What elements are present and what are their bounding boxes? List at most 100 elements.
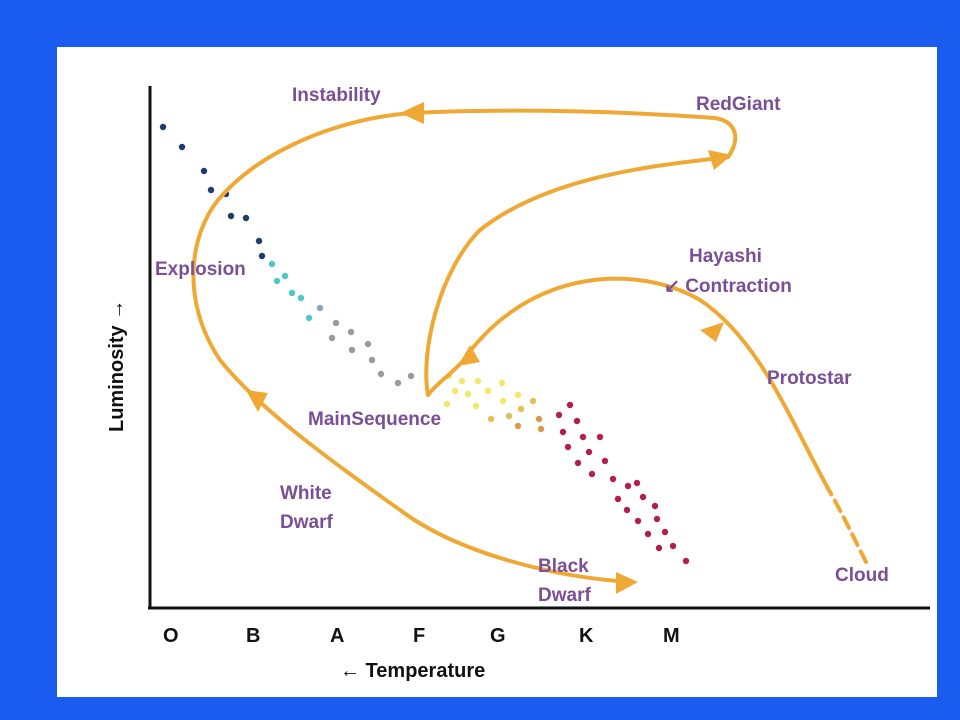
star-dot bbox=[535, 415, 543, 423]
star-dot bbox=[529, 397, 537, 405]
star-dot bbox=[588, 470, 596, 478]
star-dot bbox=[624, 482, 632, 490]
star-dot bbox=[443, 400, 451, 408]
arrowhead-instability bbox=[400, 102, 424, 124]
star-dot bbox=[651, 502, 659, 510]
tick-class-k: K bbox=[579, 625, 594, 647]
star-dot bbox=[458, 377, 466, 385]
star-dot bbox=[564, 443, 572, 451]
star-dot bbox=[601, 457, 609, 465]
star-dot bbox=[207, 186, 215, 194]
star-dot bbox=[517, 405, 525, 413]
label-red-giant: RedGiant bbox=[696, 94, 781, 115]
star-dot bbox=[585, 448, 593, 456]
star-dot bbox=[661, 528, 669, 536]
star-dot bbox=[159, 123, 167, 131]
star-dot bbox=[200, 167, 208, 175]
star-dot bbox=[474, 377, 482, 385]
star-dot bbox=[498, 379, 506, 387]
star-dot bbox=[332, 319, 340, 327]
track-protostar bbox=[460, 276, 832, 494]
spectral-class-ticks: O B A F G K M bbox=[163, 625, 680, 647]
label-white-dwarf: Dwarf bbox=[280, 512, 333, 533]
star-dot bbox=[499, 397, 507, 405]
star-dot bbox=[394, 379, 402, 387]
label-contraction: ↙ Contraction bbox=[664, 276, 792, 297]
label-hayashi: Hayashi bbox=[689, 246, 762, 267]
track-arrowheads bbox=[246, 102, 732, 594]
star-dot bbox=[614, 495, 622, 503]
star-dot bbox=[364, 340, 372, 348]
star-dot bbox=[305, 314, 313, 322]
star-dot bbox=[644, 530, 652, 538]
star-dot bbox=[368, 356, 376, 364]
star-dot bbox=[297, 294, 305, 302]
arrowhead-red-giant bbox=[708, 150, 732, 170]
star-dot bbox=[623, 506, 631, 514]
star-dot bbox=[451, 387, 459, 395]
star-dot bbox=[316, 304, 324, 312]
star-dot bbox=[669, 542, 677, 550]
star-dot bbox=[464, 390, 472, 398]
arrowhead-main-sequence bbox=[458, 345, 480, 366]
star-dot bbox=[514, 391, 522, 399]
star-dot bbox=[487, 415, 495, 423]
label-protostar: Protostar bbox=[767, 368, 852, 389]
star-dot bbox=[653, 515, 661, 523]
track-cloud-dashed bbox=[828, 490, 868, 564]
star-dot bbox=[505, 412, 513, 420]
star-dot bbox=[178, 143, 186, 151]
star-dot bbox=[377, 370, 385, 378]
label-cloud: Cloud bbox=[835, 565, 889, 586]
star-dot bbox=[634, 517, 642, 525]
star-dot bbox=[255, 237, 263, 245]
star-dot bbox=[281, 272, 289, 280]
label-instability: Instability bbox=[292, 85, 381, 106]
main-sequence-stars bbox=[159, 123, 690, 565]
star-dot bbox=[579, 433, 587, 441]
arrowhead-hayashi bbox=[700, 322, 724, 342]
star-dot bbox=[268, 260, 276, 268]
star-dot bbox=[514, 422, 522, 430]
star-dot bbox=[574, 459, 582, 467]
label-explosion: Explosion bbox=[155, 259, 246, 280]
star-dot bbox=[609, 475, 617, 483]
star-dot bbox=[559, 428, 567, 436]
star-dot bbox=[639, 493, 647, 501]
x-axis-title: ← Temperature bbox=[340, 660, 485, 682]
arrowhead-black-dwarf bbox=[616, 572, 638, 594]
star-dot bbox=[537, 425, 545, 433]
label-main-sequence: MainSequence bbox=[308, 409, 441, 430]
star-dot bbox=[258, 252, 266, 260]
star-dot bbox=[348, 346, 356, 354]
diagram-panel bbox=[57, 47, 937, 697]
tick-class-g: G bbox=[490, 625, 506, 647]
tick-class-b: B bbox=[246, 625, 260, 647]
star-dot bbox=[273, 277, 281, 285]
star-dot bbox=[347, 328, 355, 336]
track-main-to-giant bbox=[424, 155, 730, 397]
track-instability-to-explosion bbox=[191, 111, 634, 584]
star-dot bbox=[288, 289, 296, 297]
star-dot bbox=[242, 214, 250, 222]
label-black-dwarf: Dwarf bbox=[538, 585, 591, 606]
track-giant-to-instability bbox=[410, 108, 738, 159]
star-dot bbox=[484, 387, 492, 395]
tick-class-f: F bbox=[413, 625, 425, 647]
star-dot bbox=[407, 372, 415, 380]
star-dot bbox=[227, 212, 235, 220]
y-axis-title: Luminosity → bbox=[106, 300, 128, 432]
label-black: Black bbox=[538, 556, 589, 577]
star-dot bbox=[472, 402, 480, 410]
star-dot bbox=[682, 557, 690, 565]
tick-class-o: O bbox=[163, 625, 179, 647]
tick-class-m: M bbox=[663, 625, 680, 647]
star-dot bbox=[655, 544, 663, 552]
tick-class-a: A bbox=[330, 625, 344, 647]
star-dot bbox=[328, 334, 336, 342]
star-dot bbox=[566, 401, 574, 409]
star-dot bbox=[573, 417, 581, 425]
label-white: White bbox=[280, 483, 332, 504]
arrowhead-white-dwarf bbox=[246, 390, 268, 412]
